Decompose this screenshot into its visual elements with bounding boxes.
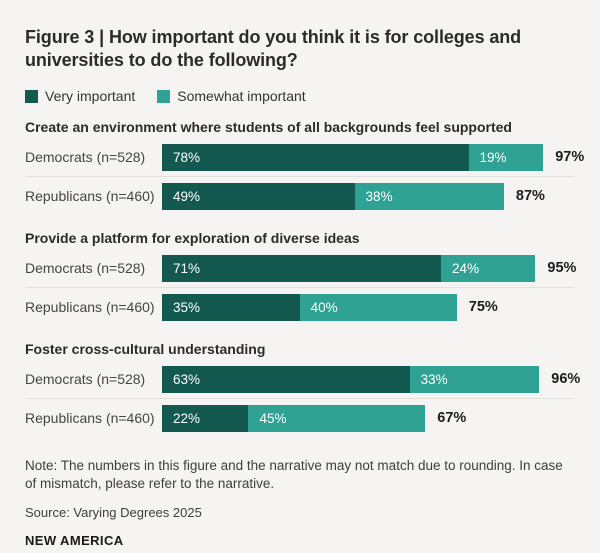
segment-value-label: 38% — [365, 188, 393, 204]
row-label: Democrats (n=528) — [25, 260, 146, 277]
row-total-label: 96% — [551, 371, 581, 388]
figure-card: Figure 3 | How important do you think it… — [25, 26, 584, 549]
stacked-bar: 49% 38% — [162, 182, 504, 210]
legend-swatch-somewhat-important-icon — [157, 89, 171, 103]
stacked-bar: 63% 33% — [162, 365, 540, 393]
bar-row: Democrats (n=528) 63% 33% 96% — [25, 360, 580, 398]
segment-somewhat-important: 33% — [409, 365, 540, 393]
row-label: Democrats (n=528) — [25, 371, 146, 388]
bar-area: 22% 45% 67% — [162, 404, 575, 432]
segment-very-important: 71% — [162, 254, 442, 282]
segment-value-label: 45% — [259, 410, 287, 426]
row-total-label: 75% — [468, 299, 498, 316]
stacked-bar: 71% 24% — [162, 254, 536, 282]
row-label: Democrats (n=528) — [25, 149, 146, 166]
segment-value-label: 40% — [310, 299, 338, 315]
segment-value-label: 22% — [173, 410, 201, 426]
segment-value-label: 33% — [420, 371, 448, 387]
chart-section: Foster cross-cultural understanding Democ… — [25, 340, 580, 437]
legend-item-very-important: Very important — [25, 88, 135, 104]
segment-very-important: 49% — [162, 182, 355, 210]
segment-somewhat-important: 24% — [441, 254, 536, 282]
legend-swatch-very-important-icon — [25, 89, 38, 103]
bar-area: 49% 38% 87% — [162, 182, 575, 210]
legend-label-very-important: Very important — [45, 88, 136, 105]
segment-value-label: 35% — [173, 299, 201, 315]
figure-source: Source: Varying Degrees 2025 — [25, 505, 202, 521]
bar-area: 35% 40% 75% — [162, 293, 575, 321]
segment-value-label: 19% — [479, 149, 507, 165]
row-total-label: 87% — [515, 188, 545, 205]
stacked-bar-chart: Create an environment where students of … — [25, 118, 584, 437]
legend: Very important Somewhat important — [25, 88, 575, 104]
stacked-bar: 35% 40% — [162, 293, 457, 321]
row-divider — [25, 398, 575, 400]
chart-section: Provide a platform for exploration of di… — [25, 229, 577, 326]
row-divider — [25, 287, 575, 289]
segment-very-important: 22% — [162, 404, 249, 432]
row-label: Republicans (n=460) — [25, 188, 155, 205]
segment-value-label: 63% — [173, 371, 201, 387]
figure-note: Note: The numbers in this figure and the… — [25, 458, 563, 492]
stacked-bar: 78% 19% — [162, 143, 544, 171]
row-total-label: 67% — [437, 410, 467, 427]
segment-very-important: 78% — [162, 143, 469, 171]
bar-row: Democrats (n=528) 71% 24% 95% — [25, 249, 577, 287]
stacked-bar: 22% 45% — [162, 404, 426, 432]
section-heading: Foster cross-cultural understanding — [25, 341, 266, 358]
row-label: Republicans (n=460) — [25, 410, 155, 427]
bar-row: Republicans (n=460) 35% 40% 75% — [25, 288, 575, 326]
segment-value-label: 71% — [173, 260, 201, 276]
segment-value-label: 49% — [173, 188, 201, 204]
segment-somewhat-important: 38% — [354, 182, 504, 210]
section-heading: Provide a platform for exploration of di… — [25, 230, 360, 247]
figure-title: Figure 3 | How important do you think it… — [25, 27, 522, 71]
segment-very-important: 63% — [162, 365, 410, 393]
bar-row: Democrats (n=528) 78% 19% 97% — [25, 138, 584, 176]
bar-area: 63% 33% 96% — [162, 365, 580, 393]
row-label: Republicans (n=460) — [25, 299, 155, 316]
legend-item-somewhat-important: Somewhat important — [157, 88, 306, 105]
bar-area: 78% 19% 97% — [162, 143, 584, 171]
segment-value-label: 24% — [452, 260, 480, 276]
segment-somewhat-important: 40% — [299, 293, 457, 321]
chart-section: Create an environment where students of … — [25, 118, 584, 215]
bar-row: Republicans (n=460) 49% 38% 87% — [25, 177, 575, 215]
brand-wordmark: NEW AMERICA — [25, 533, 124, 549]
row-total-label: 97% — [555, 149, 585, 166]
segment-somewhat-important: 45% — [248, 404, 426, 432]
row-divider — [25, 176, 575, 178]
segment-very-important: 35% — [162, 293, 300, 321]
bar-row: Republicans (n=460) 22% 45% 67% — [25, 399, 575, 437]
segment-value-label: 78% — [173, 149, 201, 165]
bar-area: 71% 24% 95% — [162, 254, 577, 282]
row-total-label: 95% — [547, 260, 577, 277]
section-heading: Create an environment where students of … — [25, 119, 512, 136]
legend-label-somewhat-important: Somewhat important — [177, 88, 306, 105]
segment-somewhat-important: 19% — [468, 143, 544, 171]
